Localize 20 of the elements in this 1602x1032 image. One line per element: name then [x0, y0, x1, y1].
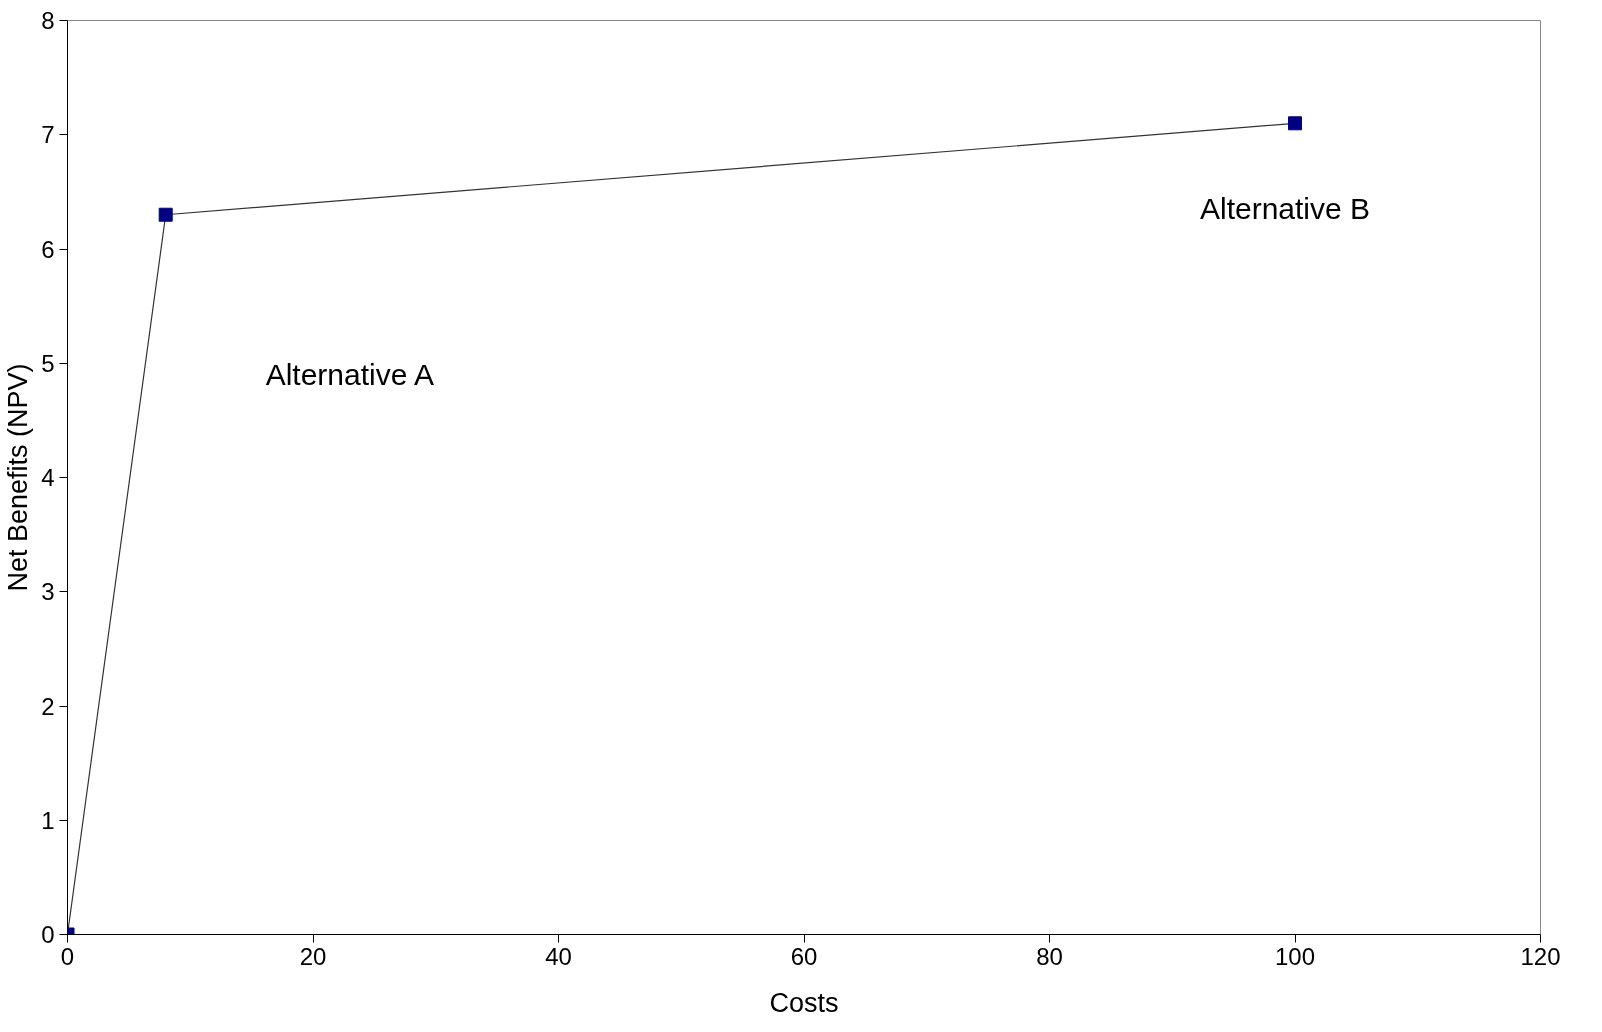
annotation: Alternative A: [265, 358, 435, 392]
y-tick-label: 7: [41, 121, 55, 149]
y-tick-label: 2: [41, 692, 55, 720]
y-axis-title: Net Benefits (NPV): [3, 363, 34, 592]
x-tick-label: 120: [1520, 942, 1561, 970]
annotation: Alternative B: [1199, 191, 1371, 225]
y-tick-label: 3: [41, 578, 55, 606]
x-tick-label: 0: [60, 942, 75, 970]
y-tick-label: 5: [41, 349, 55, 377]
x-tick-label: 60: [790, 942, 818, 970]
y-tick-label: 0: [41, 921, 55, 948]
x-tick-label: 40: [545, 942, 572, 970]
y-tick-label: 4: [41, 464, 55, 491]
y-tick-label: 8: [41, 7, 55, 34]
y-tick-label: 6: [41, 235, 55, 263]
y-tick-label: 1: [41, 806, 55, 834]
x-axis-title: Costs: [769, 987, 839, 1018]
x-tick-label: 80: [1036, 942, 1063, 970]
x-tick-label: 20: [299, 942, 327, 970]
x-tick-label: 100: [1274, 942, 1316, 970]
